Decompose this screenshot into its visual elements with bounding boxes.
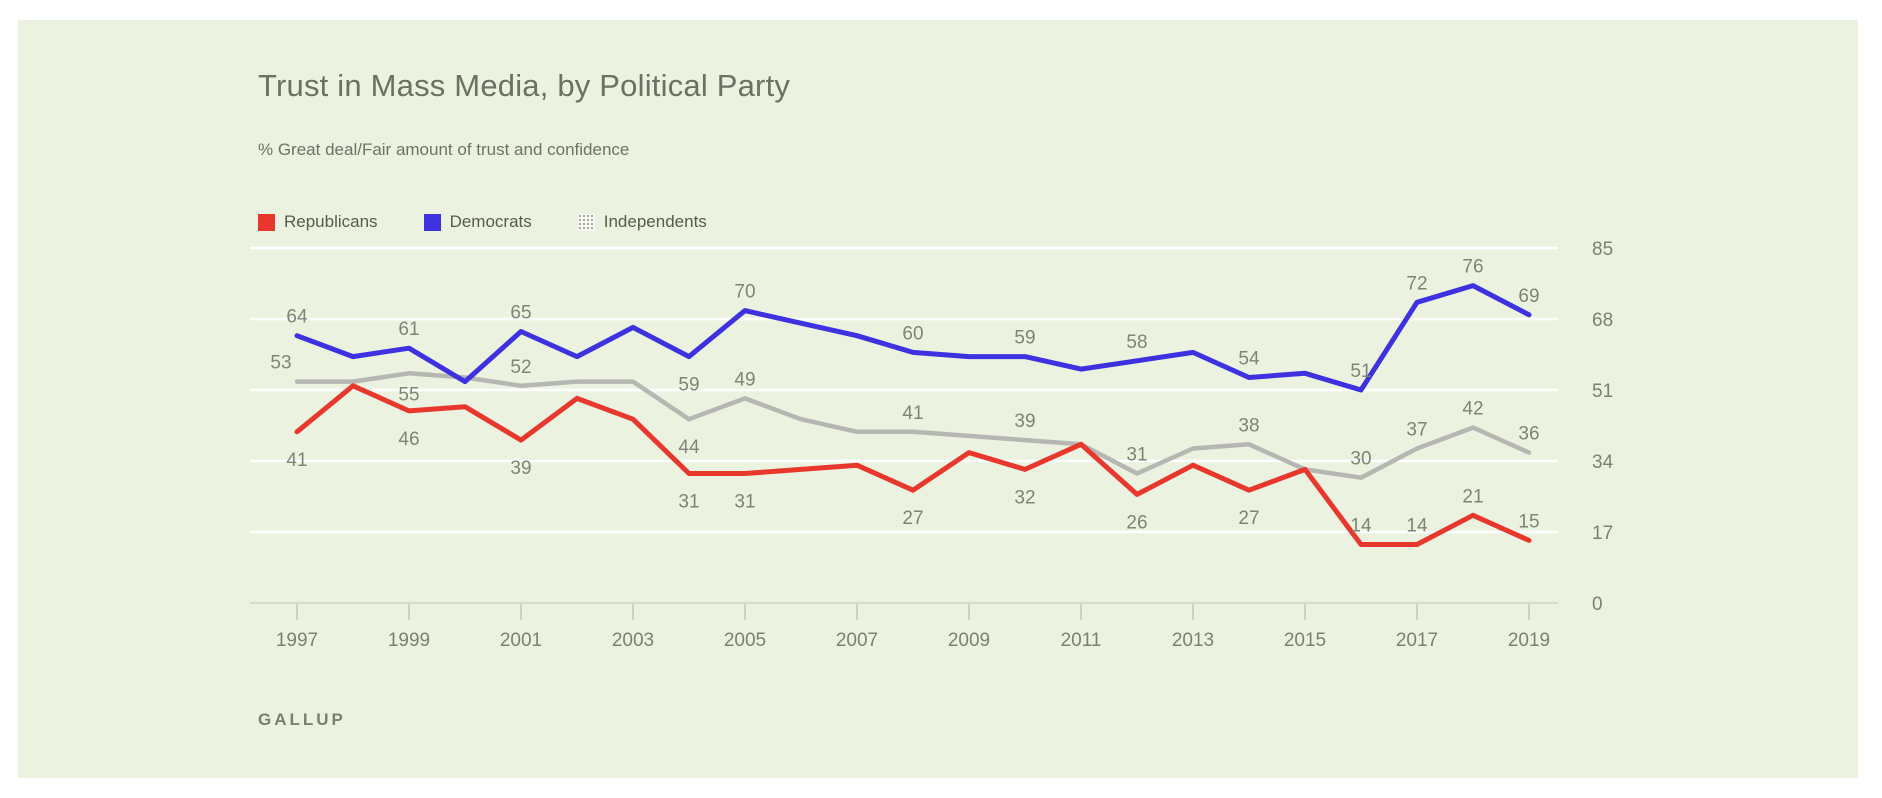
x-axis-label: 1997 <box>276 630 318 651</box>
data-label-democrats-2001: 65 <box>510 303 531 324</box>
y-axis-label: 34 <box>1592 452 1614 473</box>
y-axis-label: 17 <box>1592 523 1613 544</box>
data-label-republicans-2005: 31 <box>734 492 755 513</box>
data-label-republicans-2008: 27 <box>902 508 923 529</box>
data-label-independents-2016: 30 <box>1350 449 1371 470</box>
data-label-independents-2004: 44 <box>678 437 700 458</box>
data-label-independents-1999: 55 <box>398 384 419 405</box>
data-label-republicans-2010: 32 <box>1014 487 1035 508</box>
data-label-republicans-2014: 27 <box>1238 508 1259 529</box>
data-label-independents-2001: 52 <box>510 357 531 378</box>
gallup-source-label: GALLUP <box>258 710 346 729</box>
legend-item-republicans: Republicans <box>258 212 378 232</box>
x-axis-label: 2015 <box>1284 630 1326 651</box>
x-axis-label: 2013 <box>1172 630 1214 651</box>
chart-card: Trust in Mass Media, by Political Party … <box>18 20 1858 778</box>
series-line-republicans <box>294 383 1532 547</box>
data-label-democrats-1997: 64 <box>286 307 308 328</box>
y-axis-label: 85 <box>1592 239 1613 260</box>
data-label-republicans-2016: 14 <box>1350 516 1372 537</box>
data-label-independents-2008: 41 <box>902 403 923 424</box>
data-label-democrats-2005: 70 <box>734 282 755 303</box>
data-label-democrats-1999: 61 <box>398 319 419 340</box>
x-axis-label: 2003 <box>612 630 654 651</box>
data-label-republicans-2012: 26 <box>1126 512 1147 533</box>
data-label-independents-1997: 53 <box>270 353 291 374</box>
data-label-independents-2014: 38 <box>1238 415 1259 436</box>
x-axis-label: 2007 <box>836 630 878 651</box>
x-axis-label: 2019 <box>1508 630 1550 651</box>
data-label-democrats-2014: 54 <box>1238 348 1260 369</box>
data-label-republicans-2001: 39 <box>510 458 531 479</box>
x-axis-label: 2005 <box>724 630 766 651</box>
data-label-independents-2018: 42 <box>1462 399 1483 420</box>
x-axis-label: 2017 <box>1396 630 1438 651</box>
chart-subtitle: % Great deal/Fair amount of trust and co… <box>258 140 630 159</box>
y-axis-label: 51 <box>1592 381 1613 402</box>
data-label-independents-2010: 39 <box>1014 411 1035 432</box>
data-label-democrats-2008: 60 <box>902 323 923 344</box>
legend-item-independents: Independents <box>577 212 707 232</box>
data-label-republicans-1997: 41 <box>286 450 307 471</box>
data-label-democrats-2018: 76 <box>1462 257 1483 278</box>
legend-label: Independents <box>603 212 707 231</box>
data-label-republicans-1999: 46 <box>398 429 419 450</box>
data-label-democrats-2017: 72 <box>1406 273 1427 294</box>
democrats-swatch-icon <box>423 213 441 231</box>
chart-title: Trust in Mass Media, by Political Party <box>258 68 791 103</box>
series-line-independents <box>294 371 1532 480</box>
data-label-democrats-2010: 59 <box>1014 328 1035 349</box>
data-label-independents-2019: 36 <box>1518 424 1539 445</box>
data-label-republicans-2004: 31 <box>678 492 699 513</box>
legend-label: Democrats <box>449 212 532 231</box>
x-axis-label: 1999 <box>388 630 430 651</box>
y-axis-label: 0 <box>1592 594 1603 615</box>
legend-item-democrats: Democrats <box>423 212 532 232</box>
y-axis-label: 68 <box>1592 310 1613 331</box>
x-axis-label: 2009 <box>948 630 990 651</box>
data-label-democrats-2012: 58 <box>1126 332 1147 353</box>
series-line-democrats <box>294 283 1532 393</box>
republicans-swatch-icon <box>258 213 275 231</box>
data-label-independents-2005: 49 <box>734 369 755 390</box>
data-label-independents-2012: 31 <box>1126 445 1147 466</box>
legend: Republicans Democrats Independents <box>258 212 753 232</box>
independents-swatch-icon <box>577 213 595 231</box>
x-axis-label: 2011 <box>1061 630 1102 651</box>
x-axis-label: 2001 <box>500 630 542 651</box>
data-label-democrats-2019: 69 <box>1518 286 1539 307</box>
data-label-democrats-2004: 59 <box>678 375 699 396</box>
data-label-democrats-2016: 51 <box>1350 361 1371 382</box>
data-label-republicans-2017: 14 <box>1406 516 1428 537</box>
legend-label: Republicans <box>284 212 378 231</box>
data-label-republicans-2018: 21 <box>1462 486 1483 507</box>
data-label-republicans-2019: 15 <box>1518 511 1539 532</box>
data-label-independents-2017: 37 <box>1406 419 1427 440</box>
